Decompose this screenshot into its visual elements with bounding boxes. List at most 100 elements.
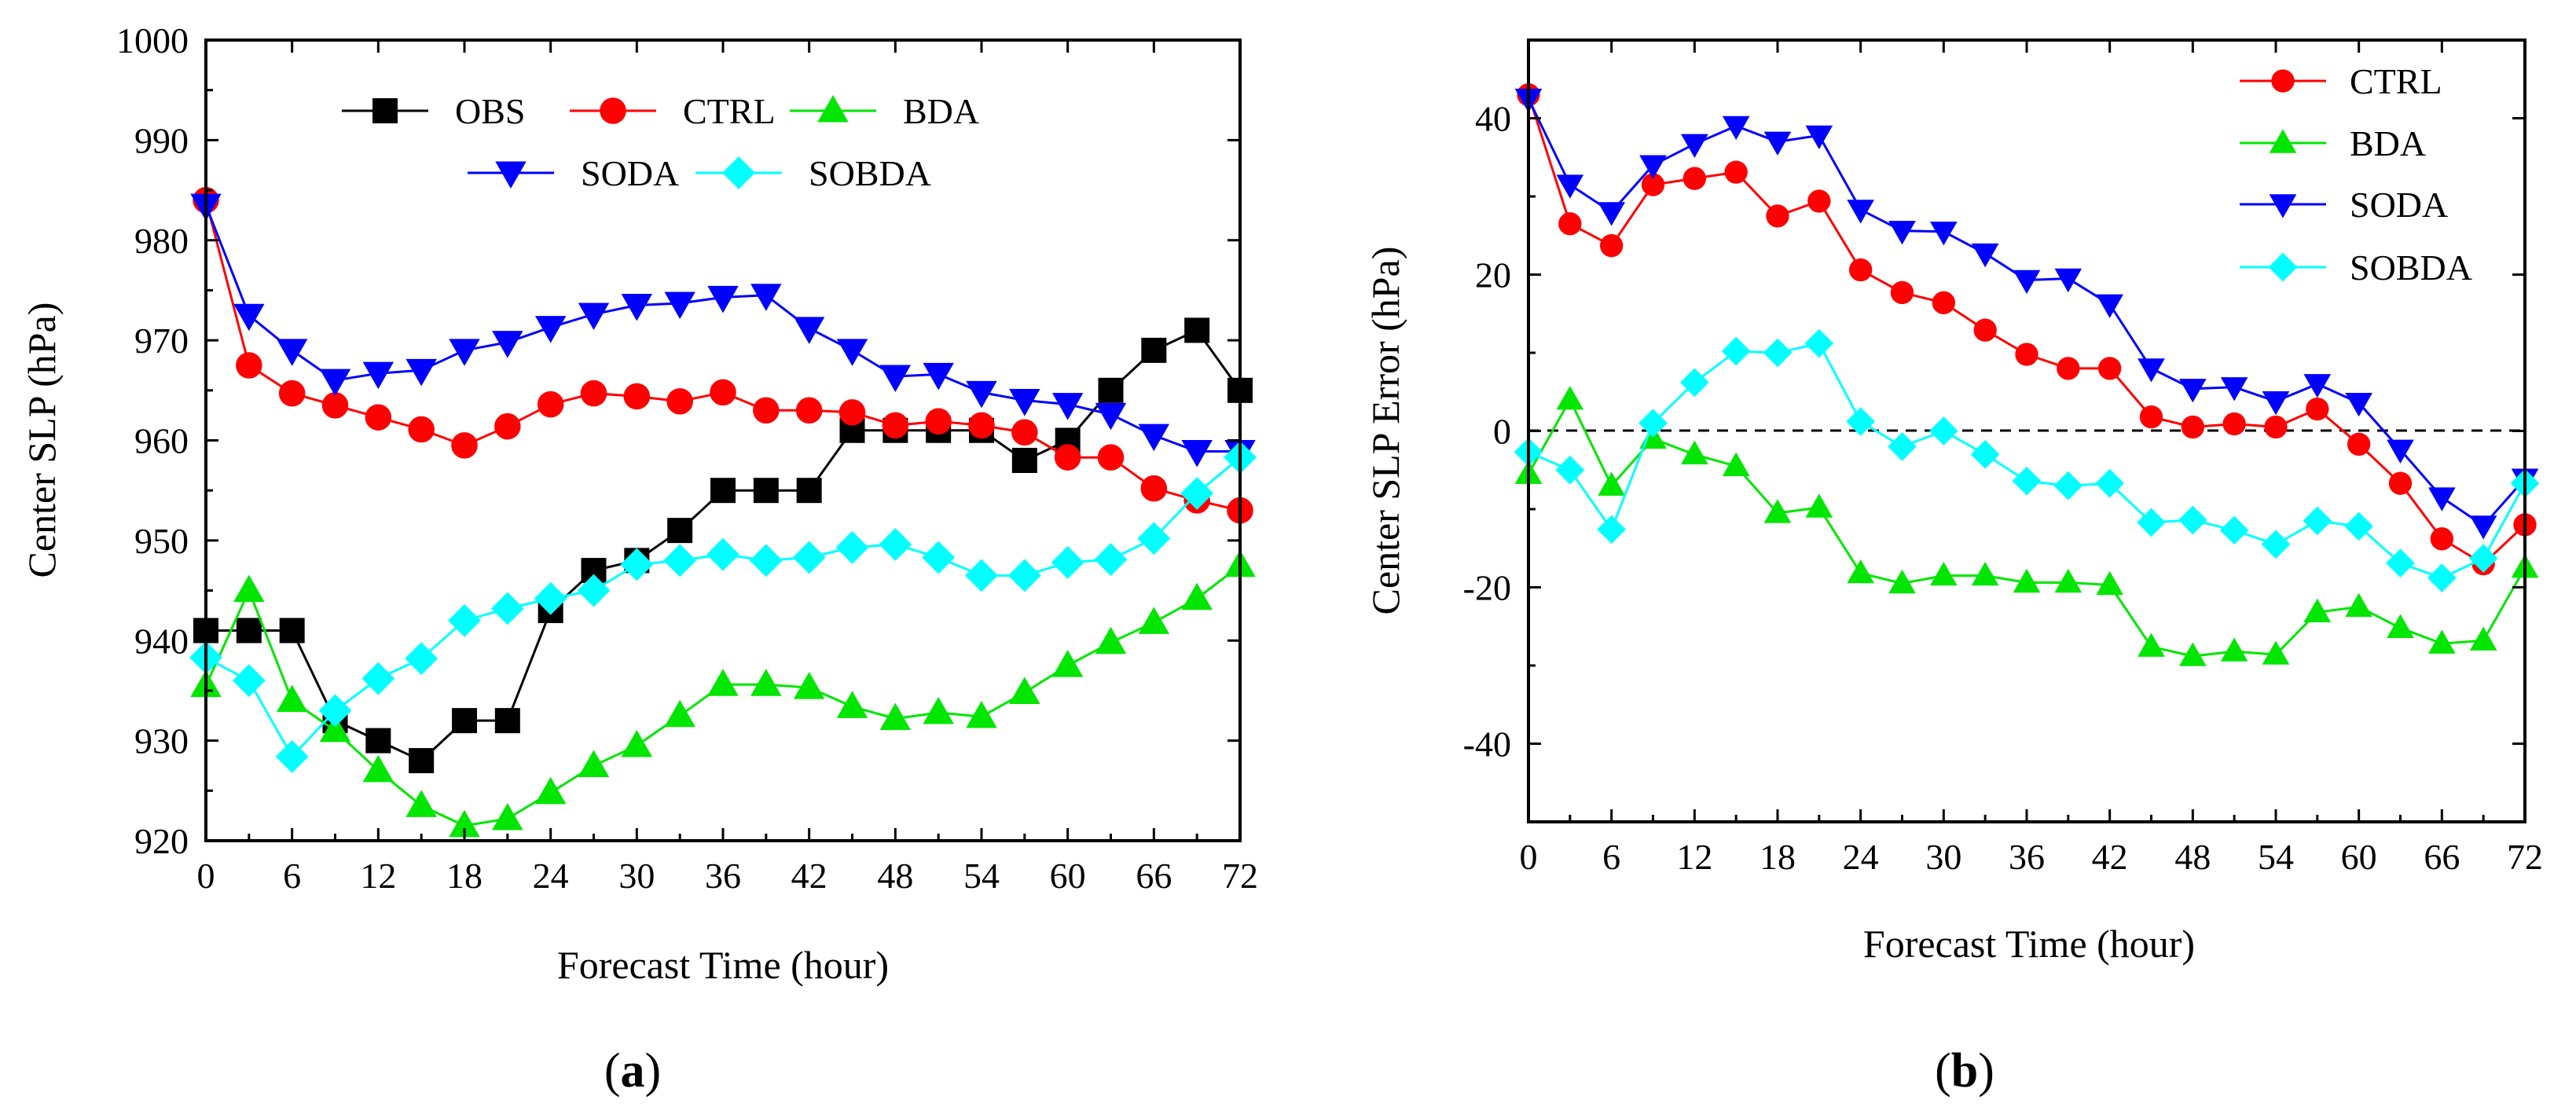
point-ctrl-a-60 bbox=[1054, 444, 1081, 471]
legend-marker-soda-a bbox=[495, 161, 527, 189]
point-ctrl-a-66 bbox=[1140, 475, 1168, 502]
point-sobda-b-24 bbox=[1846, 407, 1875, 436]
legend-item-bda-b: BDA bbox=[2240, 123, 2426, 163]
point-ctrl-b-21 bbox=[1807, 189, 1831, 213]
point-bda-a-39 bbox=[750, 669, 782, 696]
y-tick-label-a-950: 950 bbox=[134, 521, 189, 561]
x-tick-label-a-12: 12 bbox=[360, 856, 396, 896]
legend-marker-sobda-b bbox=[2268, 252, 2298, 282]
legend-label-soda-b: SODA bbox=[2350, 185, 2448, 225]
y-axis-title-b: Center SLP Error (hPa) bbox=[1363, 247, 1407, 615]
point-sobda-a-69 bbox=[1180, 477, 1214, 510]
point-bda-a-27 bbox=[578, 750, 610, 777]
point-sobda-b-39 bbox=[2053, 471, 2083, 500]
point-bda-a-3 bbox=[233, 574, 265, 603]
point-obs-a-33 bbox=[667, 518, 693, 544]
ticks-layer-a: 0 6 12 18 24 30 36 42 48 54 60 66 72 920 930 940 950 960 9… bbox=[116, 20, 1258, 896]
point-sobda-b-6 bbox=[1597, 515, 1626, 544]
x-tick-label-a-72: 72 bbox=[1222, 856, 1258, 896]
x-tick-label-a-24: 24 bbox=[533, 856, 569, 896]
point-ctrl-b-30 bbox=[1932, 291, 1955, 314]
point-ctrl-a-36 bbox=[710, 379, 736, 406]
point-soda-a-27 bbox=[578, 302, 610, 331]
legend-item-soda-a: SODA bbox=[468, 153, 679, 193]
x-tick-label-a-48: 48 bbox=[877, 856, 913, 896]
point-bda-b-63 bbox=[2387, 614, 2414, 638]
point-soda-b-12 bbox=[1681, 134, 1708, 158]
point-ctrl-b-18 bbox=[1766, 204, 1789, 228]
point-ctrl-a-39 bbox=[753, 397, 780, 424]
legend-item-bda-a: BDA bbox=[790, 91, 979, 131]
point-ctrl-b-57 bbox=[2306, 397, 2329, 421]
point-sobda-b-30 bbox=[1929, 416, 1958, 446]
legend-marker-obs-a bbox=[372, 98, 398, 123]
point-ctrl-a-30 bbox=[623, 383, 651, 410]
point-soda-a-42 bbox=[793, 317, 825, 344]
point-bda-a-33 bbox=[664, 699, 695, 728]
point-bda-b-12 bbox=[1681, 440, 1708, 465]
point-ctrl-a-51 bbox=[925, 408, 952, 435]
point-ctrl-b-48 bbox=[2181, 415, 2204, 439]
series-layer-b bbox=[1514, 83, 2540, 666]
point-obs-a-6 bbox=[279, 618, 305, 644]
point-ctrl-b-15 bbox=[1724, 160, 1748, 184]
x-tick-label-a-18: 18 bbox=[446, 856, 483, 896]
point-ctrl-a-63 bbox=[1097, 444, 1125, 471]
point-sobda-a-24 bbox=[534, 581, 567, 615]
legend-item-sobda-a: SOBDA bbox=[695, 153, 931, 193]
point-bda-b-42 bbox=[2096, 570, 2123, 596]
point-ctrl-a-9 bbox=[321, 392, 349, 419]
point-bda-a-24 bbox=[534, 776, 567, 805]
point-bda-b-69 bbox=[2469, 626, 2497, 651]
legend-item-obs-a: OBS bbox=[342, 91, 525, 131]
point-bda-b-6 bbox=[1598, 471, 1625, 496]
legend-item-ctrl-a: CTRL bbox=[570, 91, 776, 131]
point-soda-a-69 bbox=[1181, 440, 1213, 468]
series-sobda-b bbox=[1514, 328, 2540, 592]
point-obs-a-15 bbox=[409, 748, 435, 774]
legend-a: OBS CTRL BDA SODA SOBDA bbox=[342, 91, 979, 193]
point-ctrl-a-24 bbox=[537, 390, 564, 418]
y-tick-label-a-990: 990 bbox=[134, 120, 189, 160]
x-tick-label-b-24: 24 bbox=[1843, 837, 1879, 877]
point-bda-a-63 bbox=[1095, 626, 1127, 654]
point-obs-a-12 bbox=[365, 728, 391, 754]
panel-label-b-letter: b bbox=[1951, 1044, 1978, 1098]
x-tick-label-a-54: 54 bbox=[963, 856, 1000, 896]
x-axis-title-b: Forecast Time (hour) bbox=[1863, 922, 2195, 966]
point-soda-a-24 bbox=[534, 316, 567, 343]
point-bda-a-66 bbox=[1138, 607, 1170, 634]
point-bda-b-57 bbox=[2303, 598, 2332, 623]
point-obs-a-66 bbox=[1141, 337, 1167, 363]
point-bda-b-18 bbox=[1763, 499, 1792, 523]
point-bda-a-45 bbox=[836, 691, 868, 718]
point-sobda-b-12 bbox=[1680, 368, 1709, 398]
y-tick-label-b-0: 0 bbox=[1493, 412, 1511, 452]
point-bda-b-48 bbox=[2179, 642, 2207, 666]
point-soda-b-9 bbox=[1639, 155, 1667, 179]
x-tick-label-b-18: 18 bbox=[1760, 837, 1796, 877]
point-sobda-a-21 bbox=[490, 592, 524, 625]
x-tick-label-a-66: 66 bbox=[1136, 856, 1172, 896]
ticks-layer-b: 0 6 12 18 24 30 36 42 48 54 60 66 72 -40 -20 0 20 40 bbox=[1463, 40, 2543, 877]
series-sobda-a bbox=[189, 441, 1257, 773]
point-soda-a-51 bbox=[923, 362, 954, 390]
point-sobda-b-3 bbox=[1555, 455, 1585, 485]
point-bda-b-36 bbox=[2013, 568, 2041, 593]
legend-marker-bda-b bbox=[2269, 129, 2297, 153]
point-soda-b-33 bbox=[1971, 243, 1999, 268]
point-bda-b-15 bbox=[1722, 452, 1750, 476]
point-soda-b-45 bbox=[2137, 358, 2165, 383]
point-ctrl-a-12 bbox=[365, 404, 392, 431]
point-soda-b-36 bbox=[2013, 270, 2041, 295]
point-soda-b-27 bbox=[1888, 221, 1916, 245]
point-ctrl-b-60 bbox=[2347, 432, 2371, 456]
point-ctrl-a-48 bbox=[882, 412, 909, 439]
series-ctrl-a bbox=[193, 187, 1253, 524]
series-layer-a bbox=[189, 187, 1257, 838]
point-ctrl-b-54 bbox=[2264, 415, 2288, 439]
point-ctrl-a-3 bbox=[236, 352, 262, 379]
legend-b: CTRL BDA SODA SOBDA bbox=[2240, 61, 2472, 288]
point-obs-a-69 bbox=[1184, 317, 1210, 343]
point-bda-b-30 bbox=[1930, 561, 1958, 586]
